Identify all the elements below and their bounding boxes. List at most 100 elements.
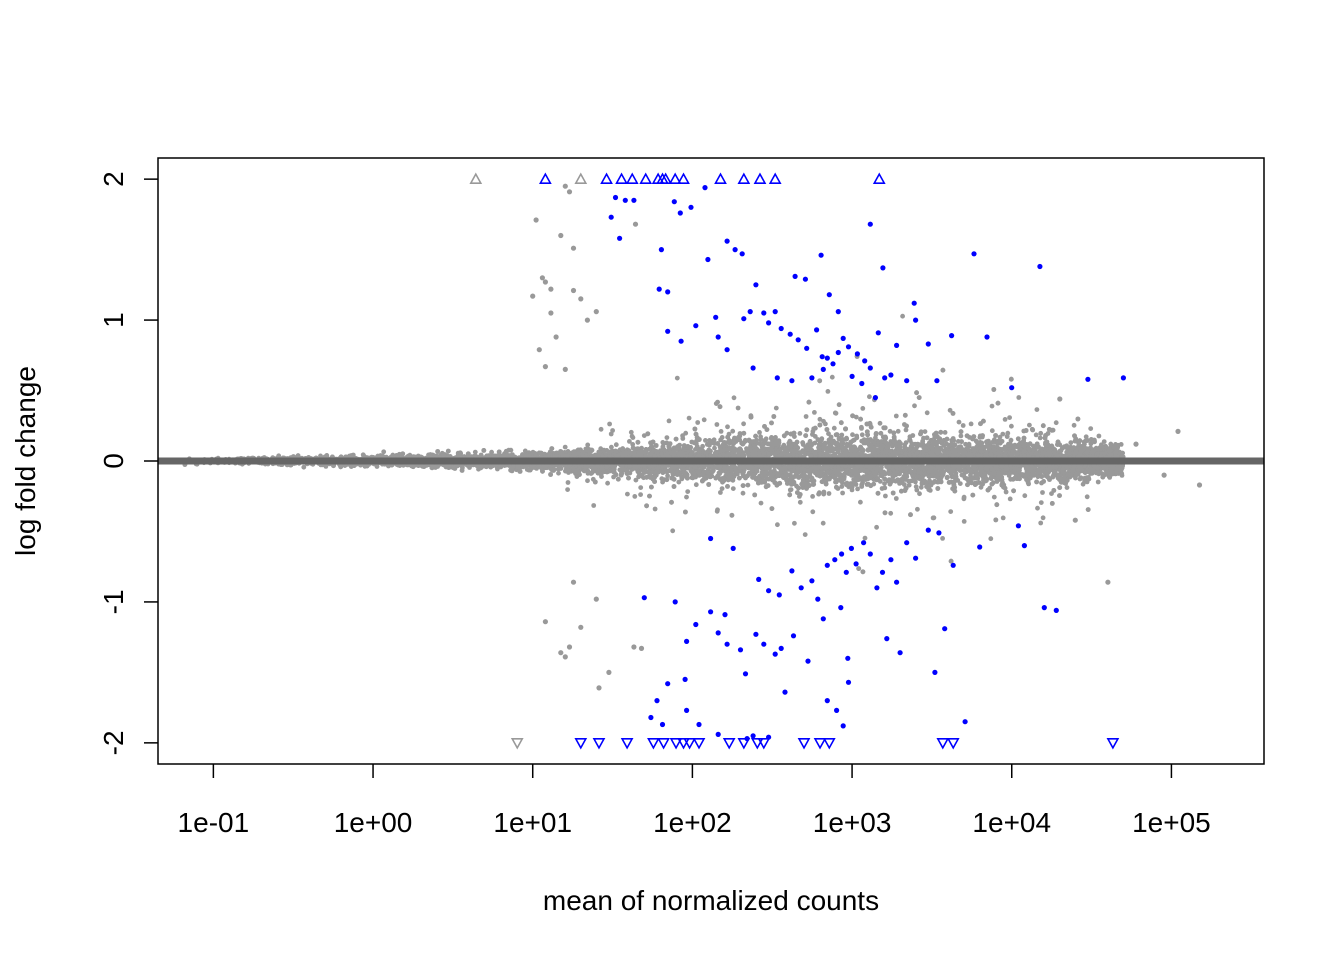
background-point-cloud	[181, 313, 1126, 575]
data-point	[1033, 432, 1039, 438]
data-point	[1037, 435, 1043, 441]
data-point	[741, 421, 746, 427]
data-point	[1038, 430, 1044, 436]
data-point	[476, 466, 481, 472]
data-point	[684, 494, 689, 500]
data-point	[956, 419, 962, 425]
data-point	[947, 407, 953, 413]
data-point	[1027, 422, 1032, 428]
data-point	[556, 470, 561, 476]
data-point	[887, 428, 893, 434]
data-point	[301, 464, 307, 470]
data-point	[712, 445, 717, 451]
data-point	[854, 435, 860, 441]
data-point	[989, 403, 995, 409]
data-point	[893, 413, 899, 419]
data-point	[1000, 515, 1006, 521]
data-point	[725, 424, 730, 430]
data-point	[1000, 431, 1006, 437]
data-point	[1101, 439, 1107, 444]
data-point	[605, 480, 610, 486]
data-point	[609, 444, 614, 450]
data-point	[719, 435, 725, 440]
data-point	[988, 536, 994, 542]
data-point	[829, 374, 835, 380]
data-point	[1053, 420, 1059, 426]
data-point	[735, 405, 741, 411]
data-point	[882, 481, 887, 486]
data-point	[839, 484, 845, 489]
data-point	[960, 423, 966, 428]
data-point	[489, 449, 494, 455]
data-point	[855, 486, 860, 492]
data-point	[924, 410, 930, 416]
data-point	[718, 490, 723, 495]
data-point	[821, 418, 826, 424]
data-point	[652, 506, 658, 512]
data-point	[1040, 515, 1046, 521]
data-point	[1095, 479, 1101, 485]
data-point	[918, 484, 924, 490]
data-point	[810, 509, 816, 515]
data-point	[901, 482, 907, 487]
data-point	[917, 491, 922, 497]
data-point	[853, 414, 859, 420]
data-point	[898, 441, 903, 446]
data-point	[802, 532, 808, 537]
data-point	[883, 493, 888, 499]
data-point	[1080, 481, 1086, 487]
data-point	[961, 519, 967, 524]
data-point	[1002, 417, 1008, 422]
data-point	[613, 442, 619, 448]
data-point	[381, 449, 387, 455]
data-point	[625, 491, 630, 497]
data-point	[821, 491, 827, 497]
data-point	[685, 489, 691, 494]
data-point	[812, 410, 817, 415]
data-point	[522, 448, 528, 454]
data-point	[585, 442, 591, 448]
data-point	[826, 431, 831, 437]
data-point	[903, 427, 909, 433]
data-point	[718, 429, 724, 434]
data-point	[676, 479, 682, 485]
data-point	[562, 444, 568, 450]
data-point	[812, 440, 818, 446]
data-point	[988, 476, 994, 481]
data-point	[585, 478, 590, 484]
data-point	[1016, 395, 1022, 400]
data-point	[792, 520, 797, 526]
data-point	[633, 477, 639, 483]
data-point	[1084, 494, 1090, 500]
data-point	[930, 515, 936, 521]
data-point	[825, 389, 831, 394]
data-point	[867, 394, 872, 400]
data-point	[1088, 426, 1094, 431]
data-point	[1064, 485, 1070, 490]
data-point	[730, 428, 736, 434]
data-point	[472, 449, 478, 455]
data-point	[775, 522, 780, 528]
data-point	[803, 414, 809, 419]
data-point	[831, 425, 837, 431]
data-point	[948, 509, 954, 514]
data-point	[758, 500, 764, 506]
data-point	[1071, 422, 1077, 428]
data-point	[731, 395, 737, 401]
data-point	[638, 485, 644, 490]
data-point	[887, 481, 893, 487]
data-point	[1038, 500, 1044, 505]
data-point	[1008, 476, 1013, 482]
data-point	[730, 486, 736, 491]
data-point	[740, 490, 746, 496]
data-point	[989, 428, 995, 434]
data-point	[840, 490, 845, 496]
data-point	[719, 486, 725, 491]
data-point	[686, 415, 692, 421]
data-point	[1096, 433, 1102, 439]
data-point	[968, 421, 974, 427]
data-point	[565, 480, 571, 485]
data-point	[1003, 489, 1009, 495]
data-point	[1034, 407, 1040, 412]
